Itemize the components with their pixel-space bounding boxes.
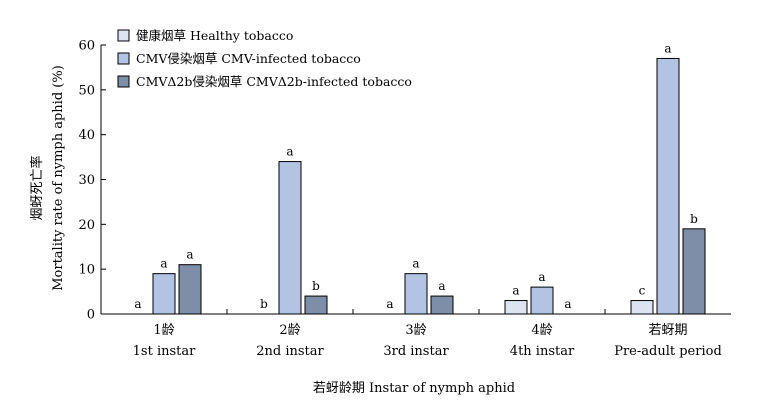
x-category-label-en: 2nd instar (256, 344, 324, 359)
bar (178, 264, 202, 315)
bar (152, 273, 176, 315)
bar (278, 161, 302, 315)
significance-label: c (639, 284, 646, 298)
x-category-label-en: 4th instar (510, 344, 575, 359)
significance-label: a (286, 145, 293, 159)
legend-label: 健康烟草 Healthy tobacco (136, 28, 293, 43)
y-axis: 0 10 20 30 40 50 60 (78, 39, 106, 323)
bar (404, 273, 428, 315)
bar (430, 295, 454, 315)
x-axis: 1龄 1st instar 2龄 2nd instar 3龄 3rd instar 4龄 4t… (101, 309, 731, 359)
bar (630, 300, 654, 315)
y-tick-label: 0 (87, 308, 95, 323)
bar (530, 286, 554, 315)
significance-label: a (160, 257, 167, 271)
significance-label: a (412, 257, 419, 271)
significance-label: a (386, 297, 393, 311)
legend: 健康烟草 Healthy tobacco CMV侵染烟草 CMV-infected… (117, 28, 412, 89)
legend-swatch (117, 75, 130, 88)
x-category-label-cn: 2龄 (279, 323, 300, 338)
significance-label: a (664, 41, 671, 55)
bar (304, 295, 328, 315)
y-tick-label: 10 (78, 263, 95, 278)
significance-label: a (186, 248, 193, 262)
significance-label: b (312, 279, 320, 293)
bars: a a a b a b a a a a a a c a b (134, 41, 706, 315)
y-axis-title-cn: 烟蚜死亡率 (29, 155, 45, 220)
legend-swatch (117, 52, 130, 65)
x-category-label-en: 1st instar (133, 344, 196, 359)
x-category-label-en: 3rd instar (383, 344, 449, 359)
x-category-label-cn: 4龄 (531, 323, 552, 338)
legend-swatch (117, 29, 130, 42)
significance-label: a (438, 279, 445, 293)
y-tick-label: 40 (78, 128, 95, 143)
bar (656, 57, 680, 315)
bar (682, 228, 706, 315)
y-tick-label: 30 (78, 173, 95, 188)
significance-label: b (690, 212, 698, 226)
x-axis-title: 若蚜龄期 Instar of nymph aphid (313, 380, 515, 396)
bar (504, 300, 528, 315)
significance-label: b (260, 297, 268, 311)
legend-label: CMVΔ2b侵染烟草 CMVΔ2b-infected tobacco (136, 74, 412, 89)
x-category-label-cn: 若蚜期 (648, 322, 687, 338)
y-axis-title-en: Mortality rate of nymph aphid (%) (51, 65, 66, 291)
significance-label: a (538, 270, 545, 284)
y-tick-label: 50 (78, 83, 95, 98)
x-category-label-cn: 3龄 (405, 323, 426, 338)
legend-label: CMV侵染烟草 CMV-infected tobacco (136, 51, 361, 66)
x-category-label-cn: 1龄 (153, 323, 174, 338)
x-category-label-en: Pre-adult period (614, 344, 722, 359)
y-tick-label: 60 (78, 39, 95, 54)
y-tick-label: 20 (78, 218, 95, 233)
significance-label: a (512, 284, 519, 298)
significance-label: a (134, 297, 141, 311)
significance-label: a (564, 297, 571, 311)
